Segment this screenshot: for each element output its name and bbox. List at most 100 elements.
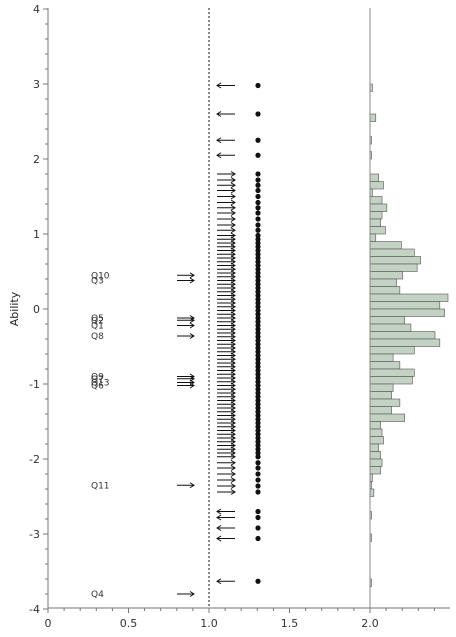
histogram-bar [369, 211, 383, 220]
person-arrow [217, 489, 236, 495]
y-tick-label: 4 [33, 3, 40, 16]
person-arrow [217, 216, 236, 222]
person-dot [255, 289, 261, 295]
item-label: Q9 [91, 373, 104, 383]
person-dot [255, 274, 261, 280]
person-dot [255, 240, 261, 246]
person-dot [255, 401, 261, 407]
person-dot [255, 111, 261, 117]
person-arrow [217, 171, 236, 177]
person-dot [255, 394, 261, 400]
person-arrow [217, 459, 236, 466]
person-dot [255, 236, 261, 242]
person-arrow [216, 111, 235, 117]
item-label: Q4 [91, 590, 104, 600]
histogram-bar [369, 293, 449, 302]
histogram-bar [369, 203, 388, 212]
y-tick-label: -4 [29, 603, 40, 616]
person-dot [255, 152, 261, 158]
person-dots [255, 82, 261, 584]
person-dot [255, 322, 261, 329]
histogram-bar [369, 361, 401, 370]
histogram-bar [369, 113, 377, 122]
person-dot [255, 251, 261, 257]
x-tick-label: 0 [45, 617, 52, 630]
person-dot [255, 460, 261, 466]
person-arrow [217, 477, 236, 483]
histogram-bar [369, 383, 394, 392]
person-dot [255, 187, 261, 194]
y-tick-label: 1 [33, 228, 40, 241]
reference-lines [208, 8, 371, 608]
histogram-bar [369, 443, 379, 452]
person-arrow [217, 222, 236, 228]
person-dot [255, 450, 261, 456]
person-arrow [217, 187, 236, 194]
person-arrow [217, 204, 236, 211]
item-arrow [177, 591, 195, 597]
person-dot [255, 337, 261, 344]
histogram-bar [369, 316, 405, 325]
item-label: Q7 [91, 375, 104, 385]
person-arrow [217, 227, 236, 234]
person-dot [255, 578, 261, 584]
person-dot [255, 266, 261, 272]
person-dot [255, 182, 261, 188]
person-arrow [217, 177, 236, 183]
person-dot [255, 281, 261, 287]
ability-histogram [369, 83, 449, 587]
person-dot [255, 315, 261, 321]
person-dot [255, 232, 261, 239]
person-dot [255, 442, 261, 449]
person-dot [255, 514, 261, 521]
person-dot [255, 177, 261, 183]
person-dot [255, 508, 261, 515]
person-dot [255, 210, 261, 216]
person-dot [255, 386, 261, 392]
person-dot [255, 285, 261, 291]
person-dot [255, 535, 261, 542]
person-dot [255, 326, 261, 332]
person-arrows [216, 82, 236, 585]
person-arrow [217, 199, 236, 206]
histogram-bar [369, 278, 397, 287]
histogram-bar [369, 241, 402, 250]
histogram-bar [369, 301, 441, 310]
person-dot [255, 435, 261, 441]
person-dot [255, 390, 261, 396]
histogram-bar [369, 271, 404, 280]
person-arrow [216, 525, 235, 531]
person-dot [255, 360, 261, 366]
histogram-bar [369, 308, 445, 317]
y-tick-label: 2 [33, 153, 40, 166]
item-label: Q1 [91, 322, 104, 332]
person-dot [255, 277, 261, 284]
person-dot [255, 270, 261, 276]
item-label: Q11 [91, 481, 110, 491]
item-arrow [177, 382, 195, 389]
person-dot [255, 382, 261, 389]
person-dot [255, 307, 261, 314]
person-dot [255, 427, 261, 434]
y-tick-label: -3 [29, 528, 40, 541]
histogram-bar [369, 173, 379, 182]
person-dot [255, 489, 261, 495]
person-dot [255, 216, 261, 222]
histogram-bar [369, 181, 384, 190]
person-dot [255, 296, 261, 302]
item-label: Q2 [91, 316, 104, 326]
person-dot [255, 375, 261, 381]
person-dot [255, 330, 261, 336]
histogram-bar [369, 376, 413, 385]
axes: 4 3 2 1 0 -1 -2 -3 -4 0 0.5 1.0 1.5 2.0 [29, 3, 450, 630]
histogram-bar [369, 391, 392, 400]
person-dot [255, 397, 261, 404]
person-dot [255, 409, 261, 415]
histogram-bar [369, 421, 381, 430]
histogram-bar [369, 458, 383, 467]
item-arrow [177, 482, 195, 489]
person-dot [255, 262, 261, 269]
person-dot [255, 439, 261, 445]
item-arrow [177, 317, 195, 324]
person-dot [255, 420, 261, 426]
